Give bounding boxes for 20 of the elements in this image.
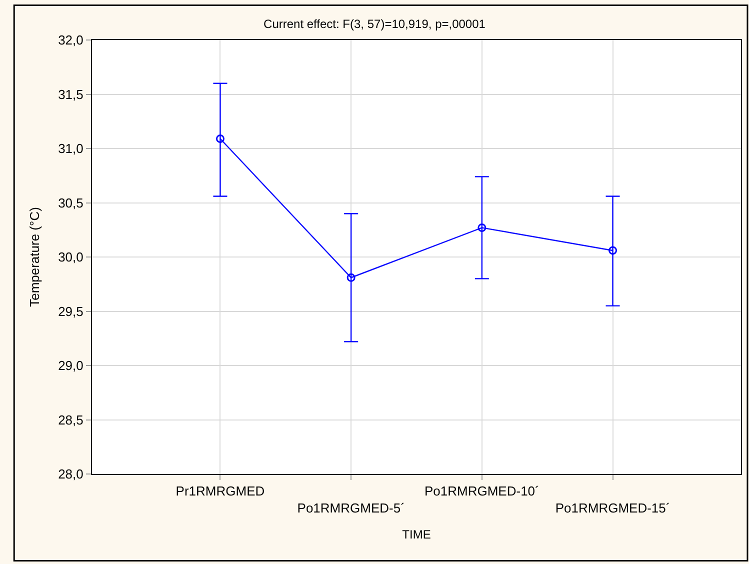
y-tick-label: 29,0 bbox=[58, 358, 84, 374]
y-axis-title: Temperature (°C) bbox=[27, 207, 42, 307]
point bbox=[346, 273, 356, 282]
y-tick-label: 29,5 bbox=[58, 304, 84, 319]
y-tick-label: 31,0 bbox=[58, 141, 84, 156]
x-tick-label: Po1RMRGMED-5´ bbox=[297, 500, 405, 516]
y-tick-label: 28,5 bbox=[58, 412, 84, 428]
x-tick-label: Po1RMRGMED-15´ bbox=[555, 500, 670, 516]
point bbox=[478, 223, 486, 232]
y-tick-label: 30,5 bbox=[58, 195, 84, 210]
x-tick-label: Po1RMRGMED-10´ bbox=[424, 484, 540, 499]
point bbox=[608, 246, 618, 255]
x-tick-label: Pr1RMRGMED bbox=[176, 484, 265, 499]
y-tick-label: 28,0 bbox=[58, 466, 84, 482]
chart-title: Current effect: F(3, 57)=10,919, p=,00001 bbox=[264, 17, 486, 32]
y-tick-label: 32,0 bbox=[58, 32, 84, 48]
y-tick-label: 30,0 bbox=[58, 250, 84, 265]
x-axis-title: TIME bbox=[402, 527, 431, 542]
point bbox=[216, 134, 224, 143]
y-tick-label: 31,5 bbox=[58, 86, 84, 102]
